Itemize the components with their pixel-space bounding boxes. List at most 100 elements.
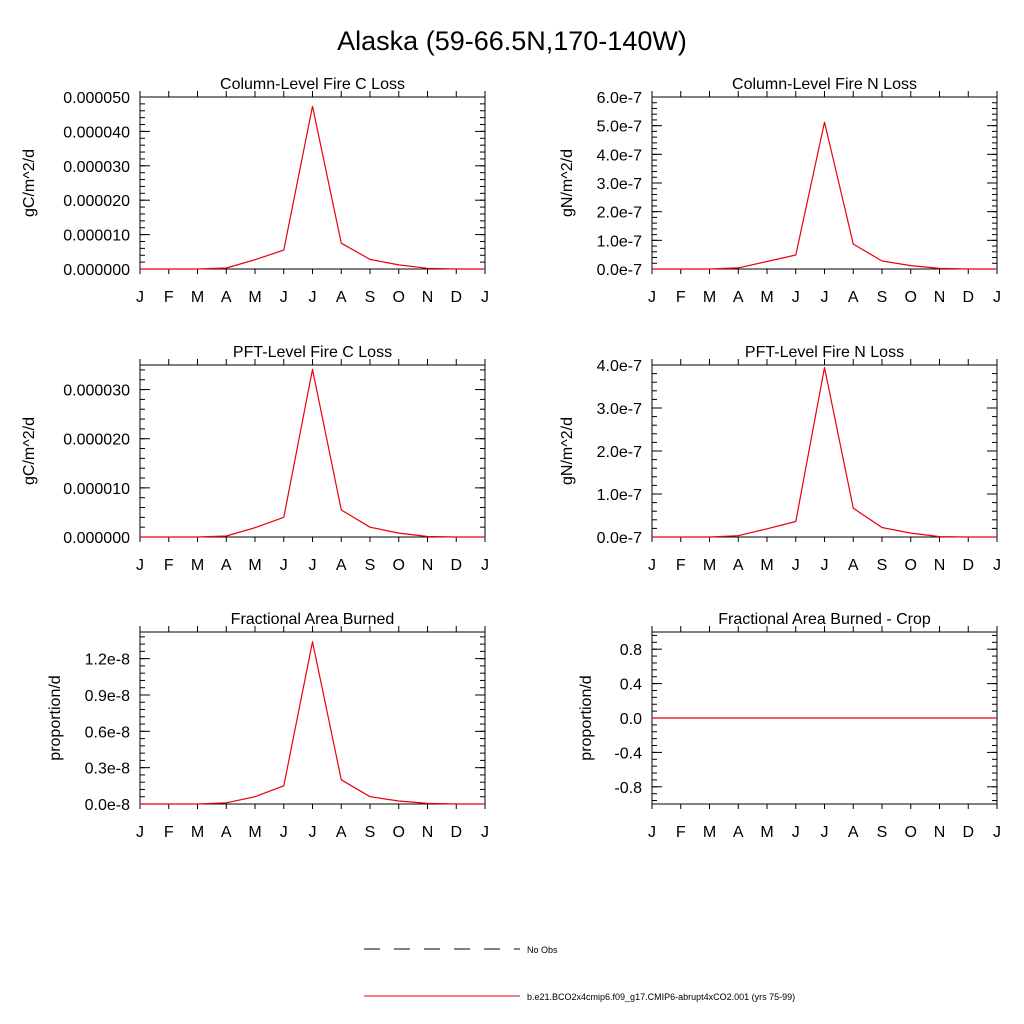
x-tick-label: S — [877, 824, 888, 841]
x-tick-label: M — [191, 824, 204, 841]
y-tick-label: 0.9e-8 — [85, 688, 130, 705]
x-tick-label: M — [760, 824, 773, 841]
y-axis-label: gC/m^2/d — [21, 417, 38, 485]
y-tick-label: 4.0e-7 — [597, 147, 642, 164]
x-tick-label: D — [962, 557, 974, 574]
x-tick-label: J — [993, 824, 1001, 841]
y-tick-label: 2.0e-7 — [597, 205, 642, 222]
x-tick-label: S — [877, 289, 888, 306]
x-tick-label: A — [336, 289, 347, 306]
figure-title: Alaska (59-66.5N,170-140W) — [337, 26, 687, 56]
x-tick-label: S — [365, 557, 376, 574]
plot-frame — [139, 364, 486, 538]
x-tick-label: J — [481, 557, 489, 574]
x-tick-label: D — [450, 557, 462, 574]
y-tick-label: 0.000000 — [63, 530, 130, 547]
x-tick-label: O — [905, 289, 917, 306]
y-axis-label: proportion/d — [47, 675, 64, 760]
y-tick-label: 0.000030 — [63, 159, 130, 176]
x-tick-label: A — [848, 289, 859, 306]
x-tick-label: J — [993, 289, 1001, 306]
x-tick-label: J — [481, 289, 489, 306]
x-tick-label: J — [821, 289, 829, 306]
y-tick-label: 0.000010 — [63, 228, 130, 245]
y-tick-label: -0.4 — [614, 745, 642, 762]
x-tick-label: O — [905, 824, 917, 841]
plot-frame — [139, 631, 486, 805]
x-tick-label: N — [934, 557, 946, 574]
x-tick-label: A — [336, 824, 347, 841]
x-tick-label: F — [164, 557, 174, 574]
x-tick-label: M — [248, 824, 261, 841]
y-axis-label: proportion/d — [578, 675, 595, 760]
x-tick-label: O — [393, 289, 405, 306]
x-tick-label: F — [676, 557, 686, 574]
y-tick-label: -0.8 — [614, 780, 642, 797]
panel-title: PFT-Level Fire C Loss — [233, 344, 392, 361]
x-tick-label: D — [450, 289, 462, 306]
y-tick-label: 0.4 — [620, 677, 642, 694]
x-tick-label: A — [733, 289, 744, 306]
x-tick-label: J — [648, 824, 656, 841]
x-tick-label: A — [221, 557, 232, 574]
x-tick-label: N — [934, 824, 946, 841]
panel-title: Column-Level Fire C Loss — [220, 76, 405, 93]
x-tick-label: M — [703, 289, 716, 306]
y-tick-label: 0.0e-8 — [85, 797, 130, 814]
x-tick-label: A — [733, 824, 744, 841]
y-tick-label: 0.0e-7 — [597, 530, 642, 547]
x-tick-label: J — [792, 824, 800, 841]
x-tick-label: D — [962, 289, 974, 306]
x-tick-label: N — [422, 557, 434, 574]
x-tick-label: J — [648, 557, 656, 574]
y-tick-label: 0.8 — [620, 642, 642, 659]
plot-frame — [139, 96, 486, 270]
y-tick-label: 1.0e-7 — [597, 487, 642, 504]
x-tick-label: A — [848, 557, 859, 574]
x-tick-label: A — [221, 289, 232, 306]
x-tick-label: A — [848, 824, 859, 841]
x-tick-label: M — [248, 289, 261, 306]
panel-title: Fractional Area Burned — [231, 611, 395, 628]
plot-frame — [651, 364, 998, 538]
x-tick-label: J — [309, 289, 317, 306]
y-tick-label: 0.3e-8 — [85, 761, 130, 778]
x-tick-label: M — [248, 557, 261, 574]
x-tick-label: O — [393, 557, 405, 574]
x-tick-label: N — [422, 289, 434, 306]
x-tick-label: J — [481, 824, 489, 841]
legend: No Obs b.e21.BCO2x4cmip6.f09_g17.CMIP6-ab… — [364, 945, 795, 1002]
x-tick-label: M — [703, 824, 716, 841]
y-tick-label: 0.000020 — [63, 193, 130, 210]
y-tick-label: 2.0e-7 — [597, 444, 642, 461]
x-tick-label: J — [280, 824, 288, 841]
y-tick-label: 3.0e-7 — [597, 176, 642, 193]
x-tick-label: S — [877, 557, 888, 574]
x-tick-label: J — [648, 289, 656, 306]
y-axis-label: gN/m^2/d — [559, 149, 576, 217]
x-tick-label: F — [164, 289, 174, 306]
panel-title: Fractional Area Burned - Crop — [718, 611, 931, 628]
x-tick-label: A — [221, 824, 232, 841]
y-tick-label: 5.0e-7 — [597, 119, 642, 136]
series-line — [652, 121, 997, 270]
y-axis-label: gN/m^2/d — [559, 417, 576, 485]
x-tick-label: S — [365, 289, 376, 306]
y-tick-label: 0.0e-7 — [597, 262, 642, 279]
x-tick-label: J — [136, 824, 144, 841]
legend-model-label: b.e21.BCO2x4cmip6.f09_g17.CMIP6-abrupt4x… — [527, 992, 795, 1002]
x-tick-label: J — [821, 824, 829, 841]
x-tick-label: J — [993, 557, 1001, 574]
y-tick-label: 0.000020 — [63, 432, 130, 449]
x-tick-label: F — [676, 824, 686, 841]
x-tick-label: S — [365, 824, 376, 841]
y-tick-label: 0.000050 — [63, 90, 130, 107]
y-tick-label: 1.2e-8 — [85, 652, 130, 669]
x-tick-label: J — [136, 289, 144, 306]
